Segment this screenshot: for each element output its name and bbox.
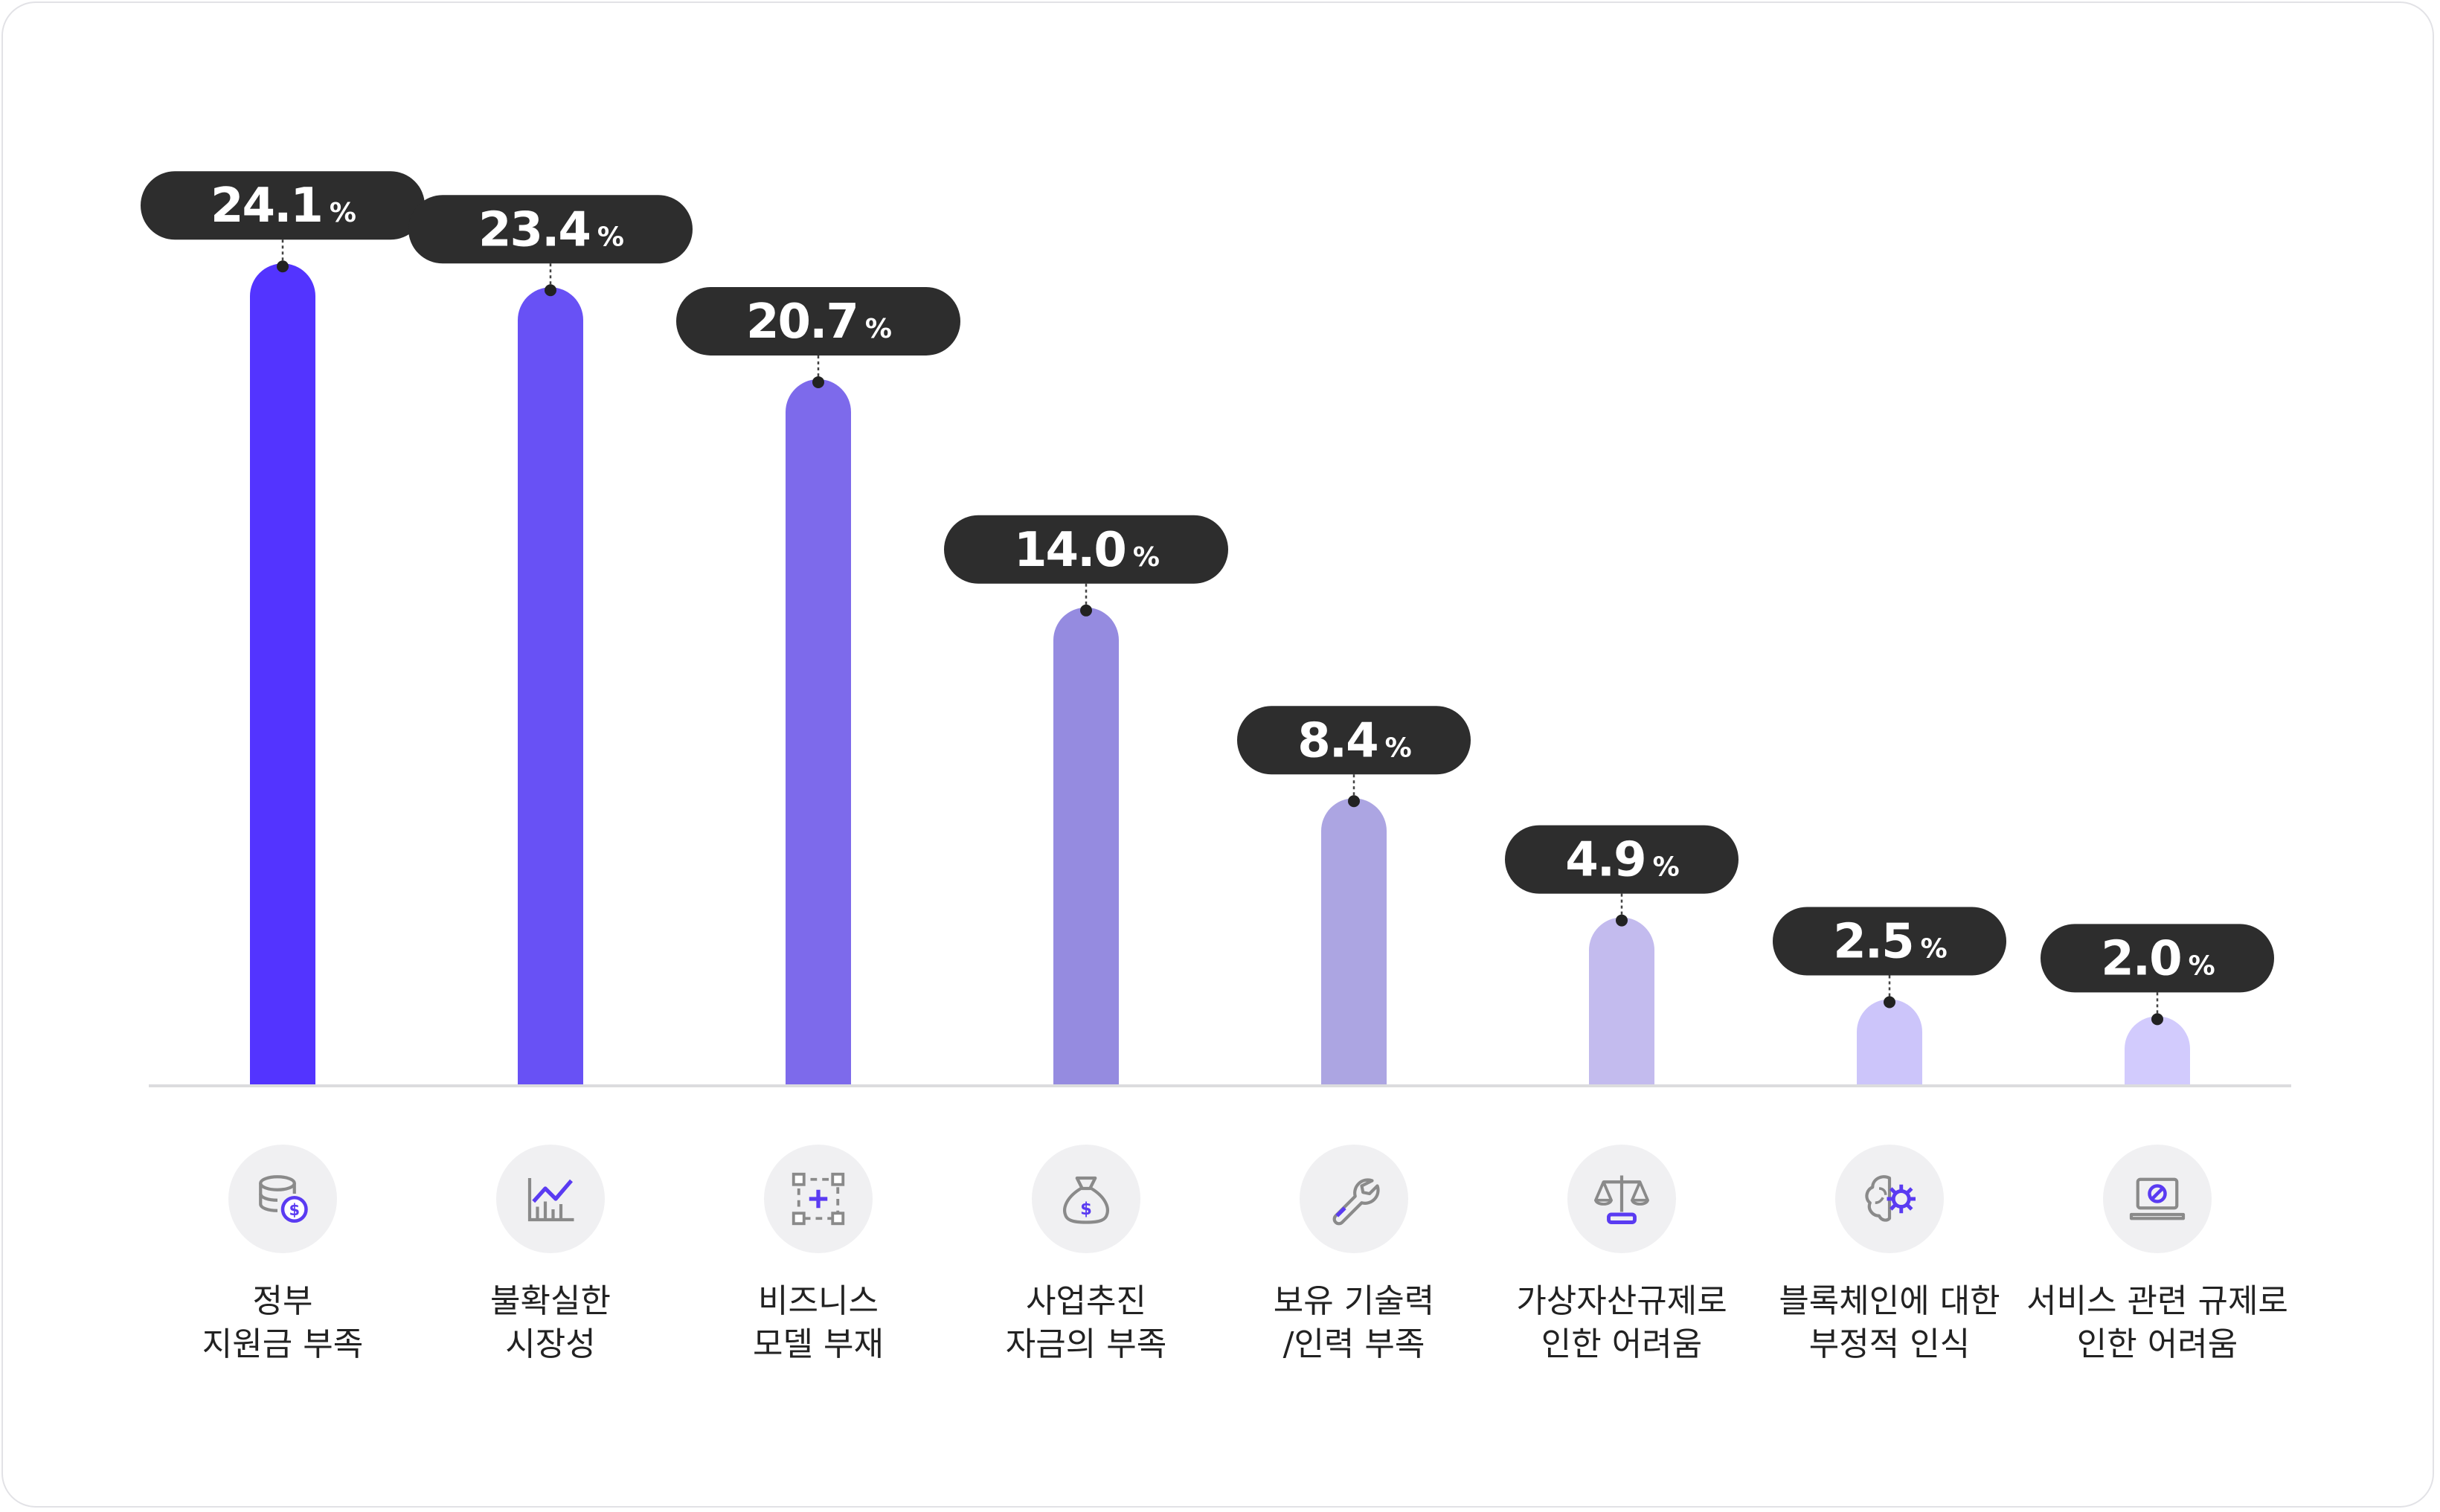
category-label-line: 정부: [253, 1282, 313, 1320]
value-pill: [1505, 825, 1738, 894]
value-pill: [944, 515, 1228, 584]
bar-group: 8.4 % 보유 기술력/인력 부족: [1237, 706, 1471, 1363]
category-label-line: 부정적 인식: [1809, 1325, 1970, 1363]
bar: [786, 379, 851, 1084]
category-label-line: 모델 부재: [753, 1325, 884, 1363]
value-unit: %: [865, 314, 891, 344]
value-pill: [2041, 924, 2274, 993]
value-dot: [812, 376, 824, 388]
value-dot: [1348, 795, 1360, 808]
value-number: 2.5: [1833, 915, 1913, 970]
value-dot: [545, 284, 556, 297]
value-number: 4.9: [1565, 833, 1645, 888]
category-label-line: 인한 어려움: [1541, 1325, 1702, 1363]
category-label: 보유 기술력/인력 부족: [1274, 1282, 1434, 1363]
value-dot: [2151, 1013, 2163, 1026]
category-label-line: 불확실한: [490, 1282, 611, 1320]
value-dot: [277, 260, 289, 273]
category-label-line: 서비스 관련 규제로: [2026, 1282, 2288, 1320]
value-pill: [676, 286, 960, 356]
value-label: 14.0%: [1014, 523, 1159, 578]
value-label: 24.1%: [211, 178, 356, 234]
category-label-line: 인한 어려움: [2077, 1325, 2238, 1363]
value-pill: [1773, 907, 2006, 976]
category-label-line: 블록체인에 대한: [1779, 1282, 2000, 1320]
bar: [1053, 607, 1119, 1084]
value-number: 8.4: [1297, 713, 1377, 768]
value-number: 23.4: [478, 202, 590, 257]
value-number: 24.1: [211, 178, 322, 234]
value-label: 23.4%: [478, 202, 623, 257]
value-unit: %: [2189, 950, 2215, 981]
bar: [1857, 999, 1923, 1084]
bar: [518, 287, 583, 1084]
value-label: 4.9%: [1565, 833, 1678, 888]
value-dot: [1884, 996, 1895, 1008]
value-label: 2.0%: [2101, 931, 2214, 986]
value-unit: %: [1133, 542, 1159, 573]
value-number: 14.0: [1014, 523, 1126, 578]
value-unit: %: [1385, 733, 1411, 763]
value-unit: %: [330, 198, 356, 228]
category-label-line: 자금의 부족: [1006, 1325, 1166, 1363]
value-unit: %: [1921, 934, 1947, 965]
bar: [1321, 798, 1387, 1084]
bar: [250, 263, 315, 1085]
value-label: 2.5%: [1833, 915, 1946, 970]
value-pill: [408, 195, 693, 264]
icon-circle: [496, 1145, 605, 1253]
category-label-line: 사업추진: [1026, 1282, 1146, 1320]
icon-circle: [2103, 1145, 2212, 1253]
value-unit: %: [597, 222, 623, 252]
value-label: 20.7%: [746, 295, 891, 350]
value-dot: [1616, 914, 1628, 927]
category-label-line: 비즈니스: [758, 1282, 879, 1320]
value-number: 2.0: [2101, 931, 2180, 986]
value-pill: [141, 171, 425, 240]
value-label: 8.4%: [1297, 713, 1410, 768]
icon-circle: [228, 1145, 337, 1253]
category-label-line: 보유 기술력: [1274, 1282, 1434, 1320]
category-label-line: 지원금 부족: [202, 1325, 363, 1363]
value-unit: %: [1653, 852, 1679, 883]
value-dot: [1080, 604, 1092, 617]
category-label-line: 가상자산규제로: [1516, 1282, 1727, 1320]
value-pill: [1237, 706, 1471, 775]
category-label-line: 시장성: [505, 1325, 595, 1363]
bar: [1589, 917, 1654, 1084]
value-number: 20.7: [746, 295, 858, 350]
category-label-line: /인력 부족: [1283, 1325, 1425, 1363]
bar: [2125, 1016, 2190, 1084]
